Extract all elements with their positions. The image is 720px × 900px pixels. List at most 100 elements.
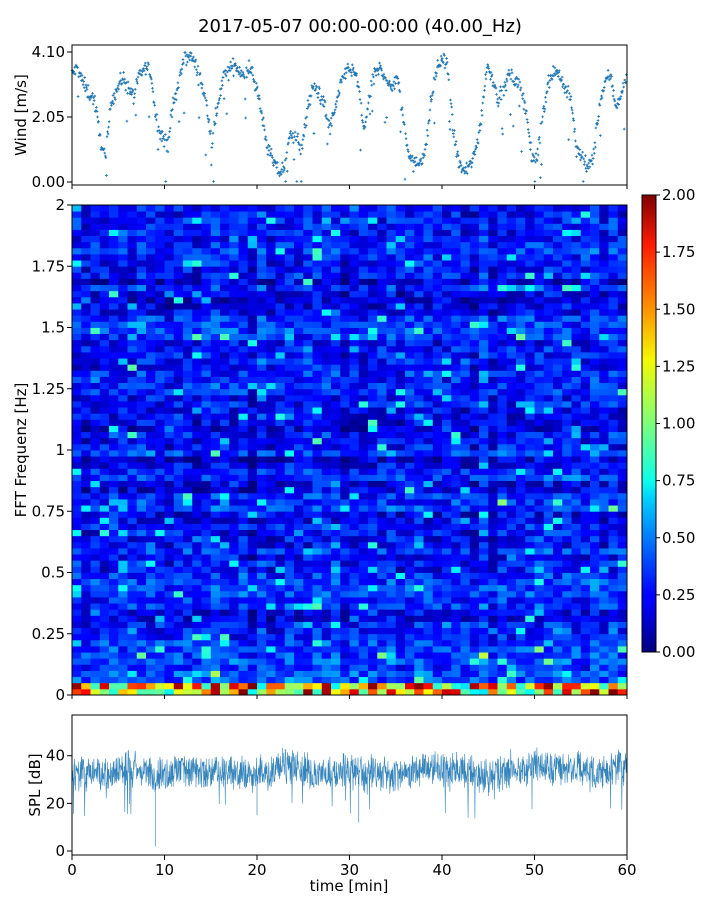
spectrogram-cell (377, 554, 387, 561)
spectrogram-cell (312, 658, 323, 665)
spectrogram-cell (534, 548, 545, 555)
spectrogram-cell (294, 450, 304, 457)
spectrogram-cell (469, 615, 480, 622)
spectrogram-cell (571, 370, 582, 377)
spectrogram-cell (127, 584, 138, 592)
spectrogram-cell (562, 664, 572, 671)
spectrogram-cell (395, 419, 406, 426)
spectrogram-cell (469, 364, 480, 371)
spectrogram-cell (229, 376, 239, 384)
spectrogram-cell (247, 511, 258, 518)
spectrogram-cell (155, 456, 165, 463)
spectrogram-cell (303, 505, 313, 512)
spectrogram-cell (423, 639, 434, 647)
spectrogram-cell (543, 327, 554, 335)
spectrogram-cell (349, 652, 360, 659)
spectrogram-cell (257, 450, 267, 457)
spectrogram-cell (377, 590, 387, 598)
spectrogram-cell (109, 296, 119, 304)
wind-point (447, 73, 450, 76)
spectrogram-cell (423, 345, 434, 353)
spectrogram-cell (247, 548, 258, 555)
spectrogram-cell (516, 382, 526, 390)
spectrogram-cell (414, 554, 424, 561)
spectrogram-cell (432, 505, 443, 512)
spectrogram-cell (118, 670, 128, 678)
spectrogram-cell (247, 646, 258, 653)
spectrogram-cell (534, 290, 545, 298)
spectrogram-cell (479, 358, 489, 365)
spectrogram-cell (164, 597, 175, 604)
spectrogram-cell (571, 450, 582, 457)
spectrogram-cell (340, 486, 350, 494)
spectrogram-cell (386, 443, 397, 451)
spectrogram-cell (183, 425, 193, 433)
wind-point (185, 53, 189, 56)
wind-point (605, 77, 609, 80)
spectrogram-cell (580, 560, 591, 567)
spectrogram-cell (368, 615, 378, 622)
wind-point (404, 132, 407, 135)
spectrogram-cell (266, 413, 276, 420)
spectrogram-cell (590, 358, 600, 365)
spectrogram-cell (358, 627, 369, 635)
spectrogram-cell (590, 339, 600, 347)
spectrogram-cell (284, 499, 295, 506)
spectrogram-cell (201, 388, 212, 396)
spectrogram-cell (118, 327, 128, 335)
spectrogram-cell (127, 615, 138, 622)
spectrogram-cell (395, 394, 406, 402)
spectrogram-cell (442, 560, 452, 567)
spectrogram-cell (257, 646, 267, 653)
spectrogram-cell (571, 431, 582, 439)
spectrogram-cell (479, 535, 489, 543)
spectrogram-cell (525, 633, 535, 641)
spectrogram-cell (90, 511, 101, 518)
spectrogram-cell (257, 480, 267, 488)
spectrogram-cell (99, 474, 110, 482)
spectrogram-cell (294, 597, 304, 604)
spectrogram-cell (294, 394, 304, 402)
spectrogram-cell (599, 450, 609, 457)
spectrogram-cell (377, 450, 387, 457)
spectrogram-cell (442, 388, 452, 396)
spectrogram-cell (99, 413, 110, 420)
spectrogram-cell (405, 627, 415, 635)
spectrogram-cell (432, 664, 443, 671)
spectrogram-cell (442, 688, 452, 696)
spectrogram-cell (358, 327, 369, 335)
wind-point (352, 66, 355, 70)
wind-point (475, 146, 478, 149)
spectrogram-cell (497, 364, 508, 371)
wind-point (221, 84, 224, 87)
spectrogram-cell (229, 443, 239, 451)
spectrogram-cell (386, 407, 397, 414)
spectrogram-cell (118, 480, 128, 488)
spectrogram-cell (303, 431, 313, 439)
wind-point (280, 168, 284, 171)
wind-point (131, 89, 135, 93)
wind-point (501, 132, 504, 136)
spectrogram-cell (423, 505, 434, 512)
spectrogram-cell (118, 437, 128, 445)
spectrogram-cell (127, 327, 138, 335)
spectrogram-cell (136, 382, 147, 390)
spectrogram-cell (275, 364, 286, 371)
spectrogram-cell (238, 603, 249, 610)
spectrogram-cell (460, 296, 471, 304)
spectrogram-cell (395, 688, 406, 696)
spectrogram-cell (127, 431, 138, 439)
wind-point (396, 77, 400, 80)
spectrogram-cell (349, 456, 360, 463)
wind-point (180, 72, 183, 76)
spectrogram-cell (90, 352, 101, 359)
spectrogram-cell (432, 584, 443, 592)
spectrogram-cell (220, 560, 230, 567)
spectrogram-cell (488, 296, 498, 304)
spectrogram-cell (90, 633, 101, 641)
spectrogram-cell (183, 529, 193, 537)
spectrogram-cell (386, 290, 397, 298)
spectrogram-cell (72, 578, 82, 586)
spectrogram-cell (294, 664, 304, 671)
spectrogram-cell (405, 388, 415, 396)
